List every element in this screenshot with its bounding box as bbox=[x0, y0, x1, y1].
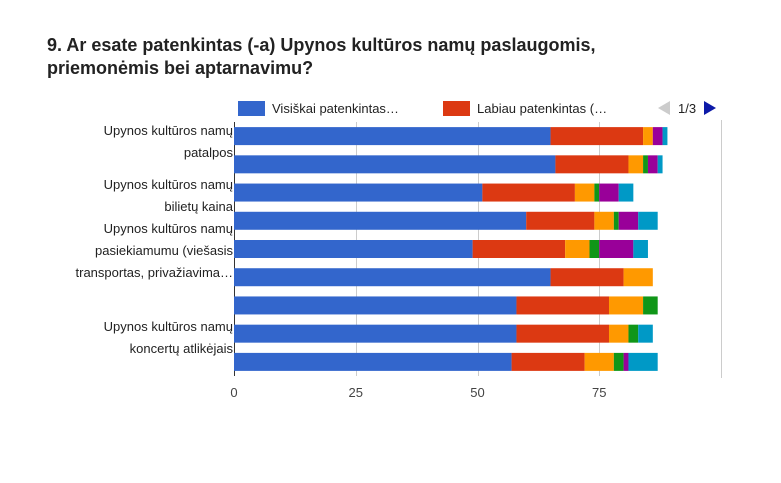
bar-row-5-segment-3[interactable] bbox=[565, 240, 590, 258]
bar-row-8-segment-3[interactable] bbox=[608, 324, 629, 343]
legend-item-visiskai[interactable]: Visiškai patenkintas… bbox=[238, 98, 399, 118]
bar-row-5-segment-4[interactable] bbox=[589, 240, 600, 258]
legend: Visiškai patenkintas… Labiau patenkintas… bbox=[238, 98, 728, 118]
x-tick-label-25: 25 bbox=[349, 385, 363, 400]
bar-row-9-segment-3[interactable] bbox=[584, 352, 614, 371]
bar-row-6-segment-2[interactable] bbox=[550, 268, 624, 287]
bar-row-4-segment-2[interactable] bbox=[526, 211, 595, 230]
bar-row-7-segment-3[interactable] bbox=[608, 296, 644, 315]
x-axis-ticks: 0 25 50 75 bbox=[230, 385, 606, 400]
bar-row-8-segment-2[interactable] bbox=[516, 324, 609, 343]
bar-row-1-segment-3[interactable] bbox=[643, 127, 653, 146]
bar-row-9-segment-5[interactable] bbox=[623, 352, 629, 371]
legend-pager: 1/3 bbox=[658, 98, 717, 118]
bar-row-2-segment-4[interactable] bbox=[643, 155, 648, 174]
bar-row-4-segment-3[interactable] bbox=[594, 211, 614, 230]
y-label-koncertu-atlikejais-line-1: Upynos kultūros namų bbox=[103, 319, 233, 334]
bar-row-5-segment-6[interactable] bbox=[633, 240, 648, 258]
bar-row-3-segment-6[interactable] bbox=[618, 183, 634, 202]
x-tick-label-0: 0 bbox=[230, 385, 237, 400]
bar-row-3-segment-4[interactable] bbox=[594, 183, 600, 202]
y-label-pasiekiamumu-line-1: Upynos kultūros namų bbox=[103, 221, 233, 236]
next-page-icon[interactable] bbox=[704, 101, 717, 115]
bar-row-9-segment-6[interactable] bbox=[628, 352, 658, 371]
bar-row-9-segment-2[interactable] bbox=[511, 352, 585, 371]
legend-swatch-visiskai bbox=[238, 100, 265, 116]
bar-segments bbox=[234, 127, 668, 371]
bar-row-9-segment-1[interactable] bbox=[234, 352, 512, 371]
legend-swatch-labiau bbox=[443, 100, 470, 116]
bar-row-7-segment-1[interactable] bbox=[234, 296, 517, 315]
legend-item-labiau[interactable]: Labiau patenkintas (… bbox=[443, 98, 607, 118]
chart-title-line-1: 9. Ar esate patenkintas (-a) Upynos kult… bbox=[47, 35, 596, 55]
bar-row-8-segment-4[interactable] bbox=[628, 324, 639, 343]
bar-row-3-segment-1[interactable] bbox=[234, 183, 483, 202]
bar-row-1-segment-6[interactable] bbox=[662, 127, 668, 146]
y-label-pasiekiamumu-line-3: transportas, privažiavima… bbox=[75, 265, 234, 280]
bar-row-4-segment-1[interactable] bbox=[234, 211, 527, 230]
chart-title-line-2: priemonėmis bei aptarnavimu? bbox=[47, 58, 314, 78]
bar-row-9-segment-4[interactable] bbox=[613, 352, 624, 371]
bar-row-6-segment-1[interactable] bbox=[234, 268, 551, 287]
x-tick-label-50: 50 bbox=[470, 385, 484, 400]
bar-row-2-segment-6[interactable] bbox=[657, 155, 663, 174]
bar-row-1-segment-5[interactable] bbox=[652, 127, 663, 146]
bar-row-3-segment-2[interactable] bbox=[482, 183, 575, 202]
y-label-patalpos-line-1: Upynos kultūros namų bbox=[103, 123, 233, 138]
legend-page-indicator: 1/3 bbox=[678, 100, 697, 116]
bar-row-2-segment-1[interactable] bbox=[234, 155, 556, 174]
bar-row-2-segment-5[interactable] bbox=[647, 155, 658, 174]
x-tick-label-75: 75 bbox=[592, 385, 606, 400]
bar-row-4-segment-4[interactable] bbox=[613, 211, 619, 230]
previous-page-icon[interactable] bbox=[658, 101, 670, 115]
bar-row-3-segment-5[interactable] bbox=[599, 183, 619, 202]
bar-row-5-segment-2[interactable] bbox=[472, 240, 566, 258]
bar-row-4-segment-6[interactable] bbox=[638, 211, 658, 230]
legend-label-visiskai: Visiškai patenkintas… bbox=[272, 100, 399, 116]
bar-row-1-segment-2[interactable] bbox=[550, 127, 644, 146]
y-label-patalpos: Upynos kultūros namų patalpos bbox=[13, 120, 233, 164]
legend-label-labiau: Labiau patenkintas (… bbox=[477, 100, 608, 116]
y-label-bilietu-kaina-line-1: Upynos kultūros namų bbox=[103, 177, 233, 192]
bar-row-1-segment-1[interactable] bbox=[234, 127, 551, 146]
y-label-koncertu-atlikejais-line-2: koncertų atlikėjais bbox=[129, 341, 233, 356]
chart-title: 9. Ar esate patenkintas (-a) Upynos kult… bbox=[47, 34, 747, 80]
y-label-patalpos-line-2: patalpos bbox=[183, 145, 233, 160]
bar-row-2-segment-2[interactable] bbox=[555, 155, 629, 174]
bar-row-5-segment-5[interactable] bbox=[599, 240, 634, 258]
y-label-bilietu-kaina-line-2: bilietų kaina bbox=[164, 199, 233, 214]
bar-row-2-segment-3[interactable] bbox=[628, 155, 644, 174]
y-label-koncertu-atlikejais: Upynos kultūros namų koncertų atlikėjais bbox=[13, 316, 233, 360]
y-label-pasiekiamumu-line-2: pasiekiamumu (viešasis bbox=[95, 243, 233, 258]
bar-row-3-segment-3[interactable] bbox=[574, 183, 595, 202]
bar-row-4-segment-5[interactable] bbox=[618, 211, 639, 230]
bar-row-6-segment-3[interactable] bbox=[623, 268, 653, 287]
bar-row-7-segment-4[interactable] bbox=[643, 296, 658, 315]
y-label-bilietu-kaina: Upynos kultūros namų bilietų kaina bbox=[13, 174, 233, 218]
bar-row-5-segment-1[interactable] bbox=[234, 240, 473, 258]
bar-row-7-segment-2[interactable] bbox=[516, 296, 609, 315]
bar-row-8-segment-6[interactable] bbox=[638, 324, 653, 343]
bar-row-8-segment-1[interactable] bbox=[234, 324, 517, 343]
y-label-pasiekiamumu: Upynos kultūros namų pasiekiamumu (vieša… bbox=[13, 218, 234, 284]
